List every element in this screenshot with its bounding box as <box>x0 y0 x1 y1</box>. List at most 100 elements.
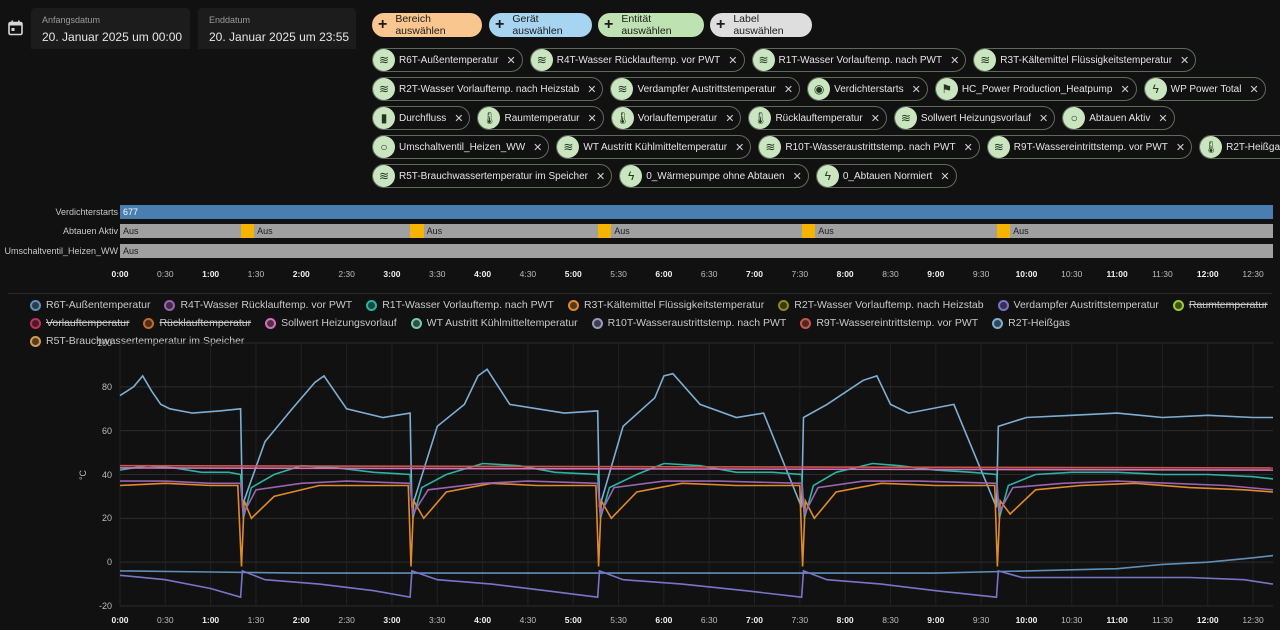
entity-chip[interactable]: 🌡 Raumtemperatur ✕ <box>477 106 604 130</box>
remove-icon[interactable]: ✕ <box>950 54 960 67</box>
legend-item[interactable]: R10T-Wasseraustrittstemp. nach PWT <box>591 317 786 329</box>
entity-chip-label: 0_Abtauen Normiert <box>842 170 933 182</box>
entity-chip-label: 0_Wärmepumpe ohne Abtauen <box>646 170 785 182</box>
entity-chip[interactable]: ϟ 0_Wärmepumpe ohne Abtauen ✕ <box>619 164 809 188</box>
x-tick-label: 8:00 <box>836 615 854 625</box>
x-tick-label: 4:30 <box>519 269 537 279</box>
plus-icon: + <box>716 16 726 33</box>
remove-icon[interactable]: ✕ <box>506 54 516 67</box>
legend-item[interactable]: Sollwert Heizungsvorlauf <box>265 317 397 329</box>
picker-button-2[interactable]: + Entität auswählen <box>598 13 704 37</box>
remove-icon[interactable]: ✕ <box>792 170 802 183</box>
x-tick-label: 11:30 <box>1152 269 1173 279</box>
legend-item[interactable]: R1T-Wasser Vorlauftemp. nach PWT <box>366 299 554 311</box>
remove-icon[interactable]: ✕ <box>728 54 738 67</box>
entity-chip[interactable]: ≋ R5T-Brauchwassertemperatur im Speicher ✕ <box>372 164 613 188</box>
entity-chip[interactable]: 🌡 Rücklauftemperatur ✕ <box>748 106 887 130</box>
remove-icon[interactable]: ✕ <box>1158 112 1168 125</box>
entity-chip[interactable]: ≋ Sollwert Heizungsvorlauf ✕ <box>893 106 1056 130</box>
legend-label: R5T-Brauchwassertemperatur im Speicher <box>46 335 245 347</box>
entity-chip-label: WT Austritt Kühlmitteltemperatur <box>583 141 728 153</box>
calendar-icon[interactable] <box>7 19 25 37</box>
picker-button-0[interactable]: + Bereich auswählen <box>372 13 482 37</box>
legend-item[interactable]: Raumtemperatur <box>1172 299 1268 311</box>
end-date-field[interactable]: Enddatum 20. Januar 2025 um 23:55 <box>198 8 356 49</box>
remove-icon[interactable]: ✕ <box>1249 83 1259 96</box>
legend-dot <box>366 299 378 311</box>
start-date-field[interactable]: Anfangsdatum 20. Januar 2025 um 00:00 <box>31 8 190 49</box>
x-tick-label: 10:00 <box>1015 615 1038 625</box>
entity-chip[interactable]: ≋ R1T-Wasser Vorlauftemp. nach PWT ✕ <box>751 48 967 72</box>
entity-chip[interactable]: 🌡 Vorlauftemperatur ✕ <box>610 106 742 130</box>
legend-item[interactable]: R2T-Heißgas <box>992 317 1070 329</box>
entity-chip[interactable]: ≋ R6T-Außentemperatur ✕ <box>372 48 523 72</box>
remove-icon[interactable]: ✕ <box>1038 112 1049 125</box>
remove-icon[interactable]: ✕ <box>783 83 794 96</box>
entity-chip[interactable]: ≋ Verdampfer Austrittstemperatur ✕ <box>610 77 801 101</box>
picker-button-3[interactable]: + Label auswählen <box>710 13 812 37</box>
entity-chip[interactable]: ≋ R9T-Wassereintrittstemp. vor PWT ✕ <box>986 135 1193 159</box>
remove-icon[interactable]: ✕ <box>587 83 597 96</box>
legend-dot <box>30 335 41 347</box>
entity-chip-label: Durchfluss <box>399 112 447 124</box>
legend-item[interactable]: R4T-Wasser Rücklauftemp. vor PWT <box>164 299 352 311</box>
series-line <box>120 480 1274 517</box>
legend-label: Rücklauftemperatur <box>159 317 252 329</box>
entity-chip[interactable]: ▮ Durchfluss ✕ <box>372 106 471 130</box>
remove-icon[interactable]: ✕ <box>533 141 543 154</box>
remove-icon[interactable]: ✕ <box>595 170 606 183</box>
remove-icon[interactable]: ✕ <box>725 112 735 125</box>
timeline-bar <box>120 205 1273 219</box>
legend-item[interactable]: Rücklauftemperatur <box>143 317 251 329</box>
entity-chip[interactable]: ϟ WP Power Total ✕ <box>1143 77 1266 101</box>
plus-icon: + <box>495 16 505 33</box>
picker-button-1[interactable]: + Gerät auswählen <box>489 13 592 37</box>
entity-chip-label: Verdampfer Austrittstemperatur <box>637 83 776 95</box>
legend-item[interactable]: R9T-Wassereintrittstemp. vor PWT <box>800 317 978 329</box>
remove-icon[interactable]: ✕ <box>1180 54 1190 67</box>
remove-icon[interactable]: ✕ <box>454 112 464 125</box>
remove-icon[interactable]: ✕ <box>735 141 745 154</box>
x-tick-label: 4:00 <box>474 615 492 625</box>
entity-chip[interactable]: ≋ R10T-Wasseraustrittstemp. nach PWT ✕ <box>758 135 980 159</box>
remove-icon[interactable]: ✕ <box>963 141 973 154</box>
remove-icon[interactable]: ✕ <box>870 112 880 125</box>
entity-chip[interactable]: ≋ WT Austritt Kühlmitteltemperatur ✕ <box>556 135 752 159</box>
picker-label: Gerät auswählen <box>512 13 563 37</box>
legend-item[interactable]: Vorlauftemperatur <box>30 317 129 329</box>
entity-chip[interactable]: ≋ R3T-Kältemittel Flüssigkeitstemperatur ✕ <box>973 48 1197 72</box>
legend-dot <box>997 299 1009 311</box>
entity-chip[interactable]: ○ Abtauen Aktiv ✕ <box>1062 106 1175 130</box>
remove-icon[interactable]: ✕ <box>911 83 921 96</box>
series-line <box>119 482 1274 567</box>
remove-icon[interactable]: ✕ <box>940 170 950 183</box>
legend-label: R2T-Heißgas <box>1008 317 1071 329</box>
water-thermometer-icon: ≋ <box>373 165 395 187</box>
x-tick-label: 1:30 <box>247 615 265 625</box>
chip-row: ○ Umschaltventil_Heizen_WW ✕ ≋ WT Austritt K… <box>372 135 1280 164</box>
entity-chip[interactable]: ϟ 0_Abtauen Normiert ✕ <box>815 164 957 188</box>
eye-icon: ◉ <box>808 78 831 100</box>
entity-chip-label: Verdichterstarts <box>834 83 904 95</box>
remove-icon[interactable]: ✕ <box>1175 141 1186 154</box>
entity-chip[interactable]: ○ Umschaltventil_Heizen_WW ✕ <box>372 135 550 159</box>
entity-chip[interactable]: ≋ R2T-Wasser Vorlauftemp. nach Heizstab ✕ <box>372 77 604 101</box>
entity-chip[interactable]: ◉ Verdichterstarts ✕ <box>807 77 928 101</box>
remove-icon[interactable]: ✕ <box>587 112 597 125</box>
legend-item[interactable]: R6T-Außentemperatur <box>30 299 150 311</box>
x-tick-label: 0:00 <box>111 615 129 625</box>
y-tick-label: 0 <box>106 557 112 568</box>
entity-chip[interactable]: ⚑ HC_Power Production_Heatpump ✕ <box>934 77 1137 101</box>
legend-item[interactable]: R5T-Brauchwassertemperatur im Speicher <box>30 335 244 347</box>
legend-item[interactable]: R2T-Wasser Vorlauftemp. nach Heizstab <box>778 299 984 311</box>
remove-icon[interactable]: ✕ <box>1120 83 1130 96</box>
entity-chip[interactable]: ≋ R4T-Wasser Rücklauftemp. vor PWT ✕ <box>529 48 745 72</box>
legend-item[interactable]: Verdampfer Austrittstemperatur <box>997 299 1159 311</box>
timeline-value: Aus <box>123 246 139 256</box>
entity-chip[interactable]: 🌡R2T-Heißgas✕ <box>1199 135 1280 159</box>
chip-row: ≋ R6T-Außentemperatur ✕ ≋ R4T-Wasser Rücklau… <box>372 48 1272 77</box>
legend-dot <box>410 317 422 329</box>
legend-item[interactable]: R3T-Kältemittel Flüssigkeitstemperatur <box>567 299 764 311</box>
end-date-value: 20. Januar 2025 um 23:55 <box>209 30 350 44</box>
legend-item[interactable]: WT Austritt Kühlmitteltemperatur <box>410 317 578 329</box>
